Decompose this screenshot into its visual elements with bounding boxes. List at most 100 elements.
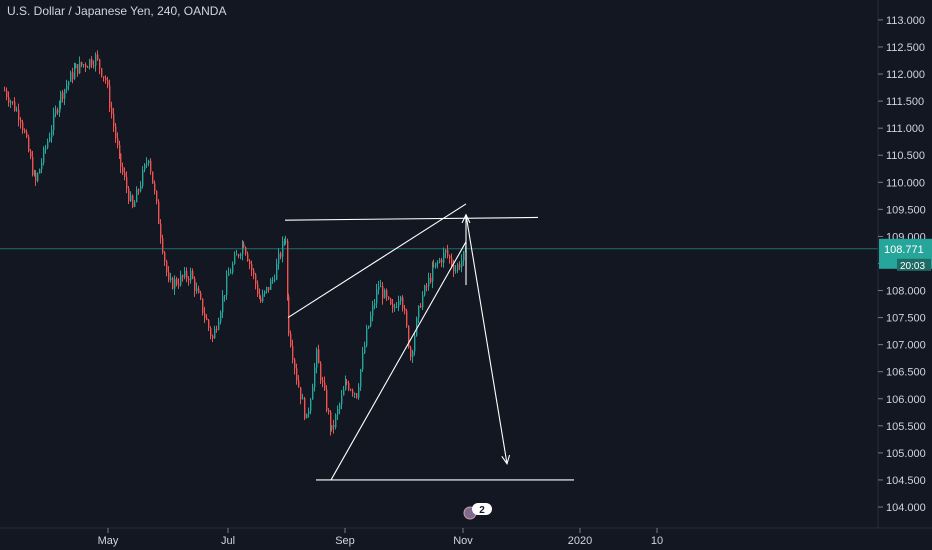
candle-body <box>186 270 188 279</box>
candle-body <box>390 298 392 305</box>
candle-body <box>59 103 61 113</box>
candle-body <box>226 275 228 296</box>
candle-body <box>228 273 230 276</box>
candle-body <box>57 109 59 113</box>
candle-body <box>70 72 72 82</box>
y-tick-label: 111.500 <box>886 96 924 108</box>
y-tick-label: 104.500 <box>886 475 926 487</box>
candle-body <box>126 177 128 189</box>
y-tick-label: 105.000 <box>886 448 926 460</box>
candle-body <box>278 253 280 264</box>
candle-body <box>447 250 449 256</box>
candle-body <box>402 297 404 309</box>
candle-body <box>374 303 376 306</box>
candle-body <box>202 298 204 314</box>
candle-body <box>384 290 386 299</box>
candle-body <box>290 333 292 347</box>
candle-body <box>253 270 255 275</box>
candle-body <box>130 195 132 201</box>
candle-body <box>345 381 347 390</box>
candle-body <box>204 313 206 318</box>
candle-body <box>368 325 370 329</box>
candle-body <box>132 195 134 207</box>
candle-body <box>8 97 10 103</box>
candle-body <box>294 359 296 369</box>
candle-body <box>260 298 262 302</box>
candle-body <box>119 144 121 154</box>
candle-body <box>144 164 146 170</box>
candle-body <box>326 389 328 411</box>
events-badge[interactable]: 2 <box>463 503 492 520</box>
candle-body <box>439 259 441 263</box>
candle-body <box>282 240 284 257</box>
candle-body <box>408 325 410 348</box>
candle-body <box>236 254 238 256</box>
candle-body <box>200 292 202 299</box>
candle-body <box>264 291 266 294</box>
candle-body <box>272 279 274 281</box>
candle-body <box>274 279 276 281</box>
candle-body <box>87 66 89 68</box>
candle-body <box>172 278 174 289</box>
candle-body <box>443 252 445 263</box>
candle-body <box>386 290 388 297</box>
y-tick-label: 106.500 <box>886 367 926 379</box>
candle-body <box>196 288 198 291</box>
candle-body <box>251 264 253 271</box>
trendline[interactable] <box>284 216 539 221</box>
candle-body <box>148 160 150 164</box>
candle-body <box>234 255 236 264</box>
candle-body <box>392 304 394 308</box>
candle-body <box>134 202 136 207</box>
candle-body <box>20 120 22 123</box>
candle-body <box>64 89 66 99</box>
candle-body <box>388 296 390 299</box>
badge-count: 2 <box>479 505 485 516</box>
trendline[interactable] <box>330 241 467 481</box>
candle-body <box>459 264 461 268</box>
candle-body <box>432 265 434 282</box>
countdown-value: 20:03 <box>900 261 925 272</box>
badge-pill[interactable] <box>472 503 492 515</box>
candle-body <box>337 408 339 415</box>
candle-body <box>22 122 24 131</box>
candle-body <box>55 109 57 114</box>
candle-body <box>16 109 18 111</box>
candle-body <box>230 272 232 274</box>
candle-body <box>30 151 32 157</box>
candle-body <box>331 425 333 430</box>
candle-body <box>74 68 76 79</box>
candle-body <box>192 270 194 279</box>
candle-body <box>77 64 79 74</box>
candle-body <box>168 272 170 280</box>
candle-body <box>28 136 30 152</box>
candle-body <box>188 278 190 281</box>
candle-body <box>18 109 20 121</box>
candle-body <box>162 238 164 253</box>
trendline[interactable] <box>287 203 467 319</box>
candle-body <box>6 90 8 98</box>
candle-body <box>79 61 81 74</box>
candle-body <box>366 328 368 346</box>
candle-body <box>49 137 51 142</box>
arrow-line[interactable] <box>465 214 508 464</box>
candle-body <box>296 368 298 381</box>
candle-body <box>180 275 182 285</box>
candle-body <box>461 260 463 268</box>
candle-body <box>113 114 115 127</box>
candle-body <box>184 270 186 278</box>
candle-body <box>105 77 107 81</box>
candle-body <box>95 54 97 66</box>
candle-body <box>206 317 208 320</box>
candle-body <box>302 398 304 400</box>
y-tick-label: 105.500 <box>886 421 926 433</box>
candle-body <box>249 261 251 265</box>
y-tick-label: 108.000 <box>886 286 926 298</box>
candle-body <box>208 319 210 328</box>
candle-body <box>178 284 180 286</box>
candle-body <box>430 277 432 282</box>
candle-body <box>35 172 37 181</box>
candle-body <box>370 315 372 326</box>
candle-body <box>39 169 41 174</box>
